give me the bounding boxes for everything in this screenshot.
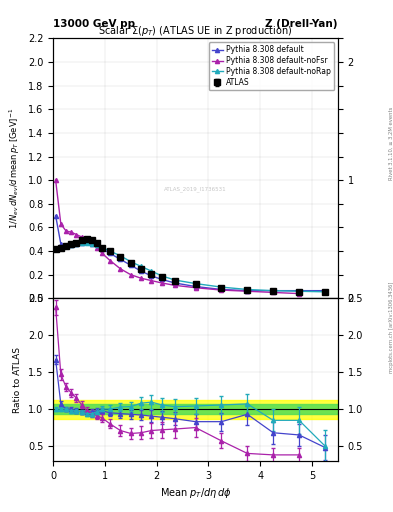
Pythia 8.308 default-noRap	[108, 248, 112, 254]
Pythia 8.308 default	[173, 280, 177, 286]
Line: Pythia 8.308 default-noFsr: Pythia 8.308 default-noFsr	[53, 178, 301, 296]
Pythia 8.308 default-noRap	[139, 263, 143, 269]
Pythia 8.308 default-noFsr	[53, 177, 58, 183]
Y-axis label: Ratio to ATLAS: Ratio to ATLAS	[13, 347, 22, 413]
X-axis label: Mean $p_T/d\eta\,d\phi$: Mean $p_T/d\eta\,d\phi$	[160, 486, 231, 500]
Pythia 8.308 default	[53, 212, 58, 219]
Pythia 8.308 default-noFsr	[245, 288, 250, 294]
Pythia 8.308 default	[95, 241, 99, 247]
Pythia 8.308 default-noRap	[69, 242, 73, 248]
Legend: Pythia 8.308 default, Pythia 8.308 default-noFsr, Pythia 8.308 default-noRap, AT: Pythia 8.308 default, Pythia 8.308 defau…	[209, 42, 334, 90]
Pythia 8.308 default-noRap	[95, 242, 99, 248]
Pythia 8.308 default	[84, 239, 89, 245]
Pythia 8.308 default-noRap	[74, 241, 79, 247]
Pythia 8.308 default	[118, 257, 123, 263]
Pythia 8.308 default-noFsr	[100, 250, 105, 257]
Pythia 8.308 default-noFsr	[118, 266, 123, 272]
Pythia 8.308 default	[149, 273, 154, 279]
Pythia 8.308 default-noRap	[59, 244, 63, 250]
Pythia 8.308 default-noRap	[149, 268, 154, 274]
Pythia 8.308 default	[160, 276, 164, 283]
Pythia 8.308 default-noRap	[297, 288, 301, 294]
Pythia 8.308 default-noFsr	[271, 289, 275, 295]
Text: Z (Drell-Yan): Z (Drell-Yan)	[266, 18, 338, 29]
Pythia 8.308 default	[323, 288, 327, 294]
Pythia 8.308 default-noRap	[79, 240, 84, 246]
Pythia 8.308 default-noFsr	[74, 231, 79, 238]
Pythia 8.308 default	[271, 288, 275, 294]
Pythia 8.308 default-noFsr	[108, 258, 112, 264]
Pythia 8.308 default-noFsr	[149, 278, 154, 284]
Pythia 8.308 default-noRap	[160, 273, 164, 279]
Pythia 8.308 default-noRap	[53, 246, 58, 252]
Pythia 8.308 default-noFsr	[297, 290, 301, 296]
Pythia 8.308 default	[79, 240, 84, 246]
Pythia 8.308 default-noRap	[90, 241, 94, 247]
Pythia 8.308 default-noRap	[219, 284, 224, 290]
Pythia 8.308 default-noRap	[64, 243, 68, 249]
Text: mcplots.cern.ch [arXiv:1306.3436]: mcplots.cern.ch [arXiv:1306.3436]	[389, 282, 393, 373]
Pythia 8.308 default	[193, 284, 198, 290]
Pythia 8.308 default	[245, 288, 250, 294]
Pythia 8.308 default-noFsr	[95, 244, 99, 250]
Line: Pythia 8.308 default-noRap: Pythia 8.308 default-noRap	[53, 241, 327, 294]
Pythia 8.308 default	[59, 241, 63, 247]
Pythia 8.308 default	[64, 243, 68, 249]
Pythia 8.308 default	[100, 246, 105, 252]
Line: Pythia 8.308 default: Pythia 8.308 default	[53, 214, 327, 293]
Pythia 8.308 default-noRap	[100, 244, 105, 250]
Pythia 8.308 default-noFsr	[84, 238, 89, 244]
Text: ATLAS_2019_I1736531: ATLAS_2019_I1736531	[164, 186, 227, 192]
Pythia 8.308 default	[219, 286, 224, 292]
Pythia 8.308 default-noFsr	[139, 275, 143, 281]
Pythia 8.308 default-noFsr	[90, 241, 94, 247]
Pythia 8.308 default	[297, 288, 301, 294]
Pythia 8.308 default-noFsr	[79, 234, 84, 240]
Pythia 8.308 default-noFsr	[160, 280, 164, 286]
Pythia 8.308 default-noFsr	[173, 282, 177, 288]
Pythia 8.308 default-noFsr	[193, 285, 198, 291]
Text: 13000 GeV pp: 13000 GeV pp	[53, 18, 135, 29]
Pythia 8.308 default-noRap	[271, 288, 275, 294]
Pythia 8.308 default	[74, 241, 79, 247]
Y-axis label: $1/N_{ev}\,dN_{ev}/d\,\mathrm{mean}\,p_T\,[\mathrm{GeV}]^{-1}$: $1/N_{ev}\,dN_{ev}/d\,\mathrm{mean}\,p_T…	[8, 108, 22, 229]
Pythia 8.308 default	[69, 242, 73, 248]
Pythia 8.308 default-noRap	[84, 240, 89, 246]
Text: Rivet 3.1.10, ≥ 3.2M events: Rivet 3.1.10, ≥ 3.2M events	[389, 106, 393, 180]
Pythia 8.308 default-noFsr	[69, 229, 73, 235]
Pythia 8.308 default	[129, 262, 133, 268]
Pythia 8.308 default-noFsr	[59, 221, 63, 227]
Pythia 8.308 default-noFsr	[129, 272, 133, 278]
Pythia 8.308 default-noRap	[129, 259, 133, 265]
Pythia 8.308 default	[108, 250, 112, 257]
Pythia 8.308 default-noFsr	[64, 228, 68, 234]
Title: Scalar $\Sigma(p_T)$ (ATLAS UE in Z production): Scalar $\Sigma(p_T)$ (ATLAS UE in Z prod…	[98, 24, 293, 38]
Pythia 8.308 default-noRap	[193, 281, 198, 287]
Pythia 8.308 default-noFsr	[219, 287, 224, 293]
Pythia 8.308 default-noRap	[173, 277, 177, 283]
Pythia 8.308 default-noRap	[118, 253, 123, 259]
Pythia 8.308 default-noRap	[245, 286, 250, 292]
Pythia 8.308 default	[139, 268, 143, 274]
Pythia 8.308 default	[90, 240, 94, 246]
Pythia 8.308 default-noRap	[323, 289, 327, 295]
